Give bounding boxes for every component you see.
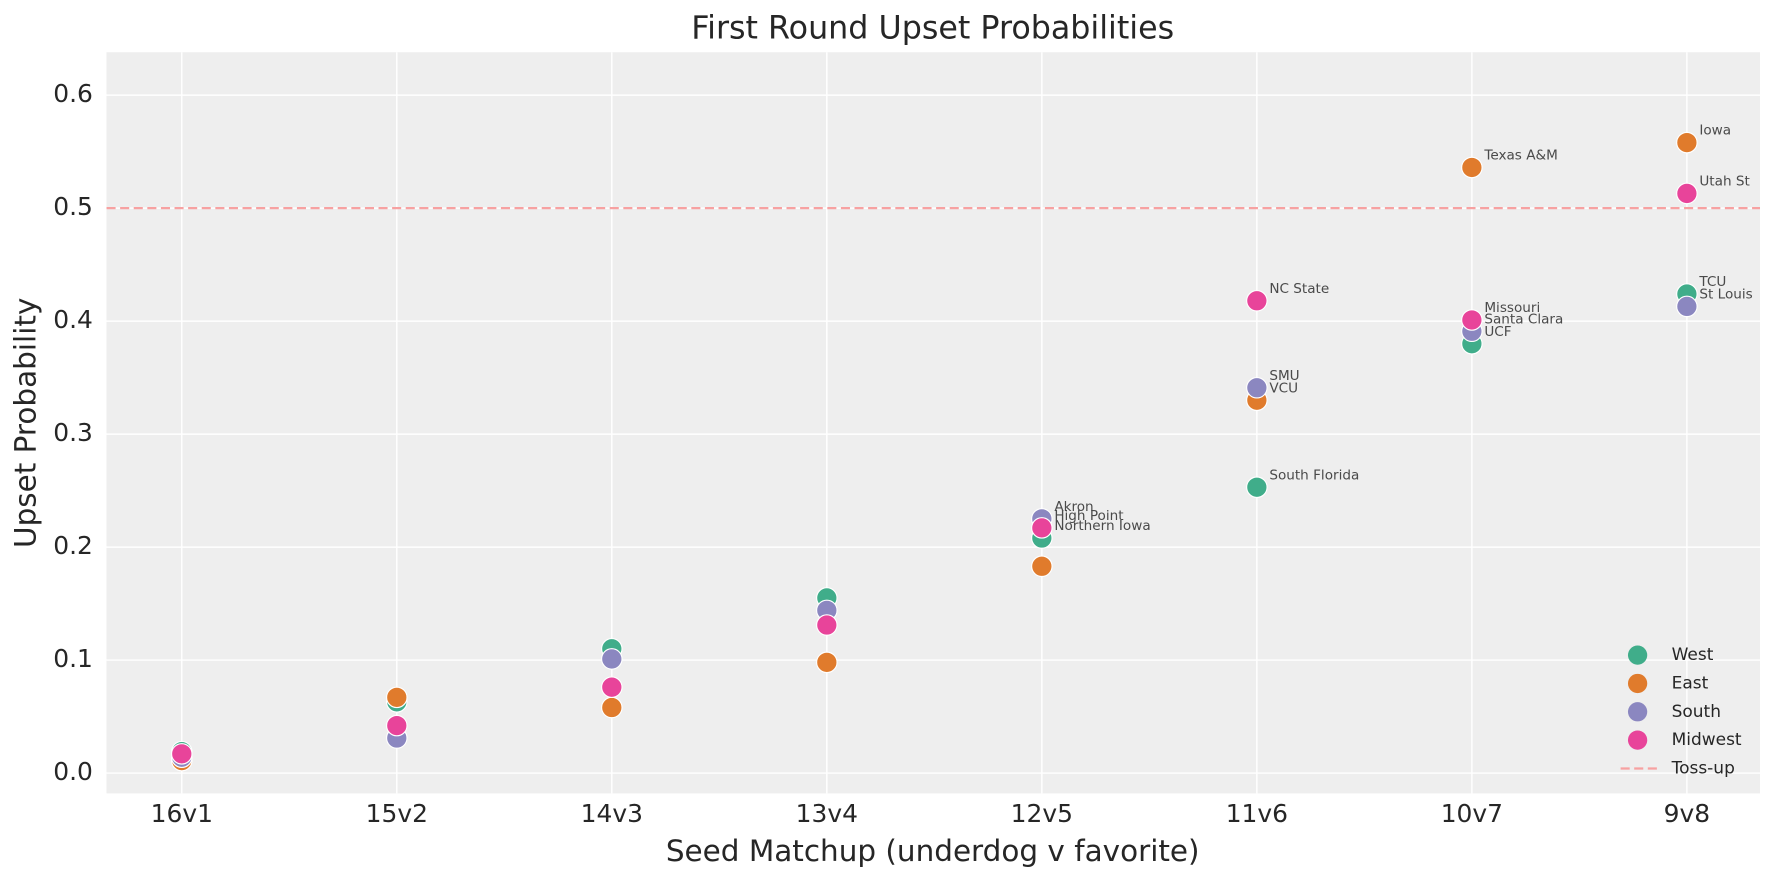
- legend-label: East: [1672, 673, 1709, 693]
- point-label: St Louis: [1699, 286, 1752, 302]
- point: [601, 676, 623, 698]
- point: [1246, 377, 1268, 399]
- point: [1676, 131, 1698, 154]
- chart-title: First Round Upset Probabilities: [691, 11, 1174, 47]
- legend-label: Toss-up: [1671, 758, 1735, 778]
- y-axis-label: Upset Probability: [9, 298, 43, 548]
- point-label: Iowa: [1699, 123, 1731, 139]
- legend-label: Midwest: [1672, 730, 1742, 750]
- x-tick-label: 11v6: [1226, 799, 1288, 828]
- point: [386, 714, 408, 737]
- point: [601, 696, 623, 719]
- point-label: Akron: [1054, 499, 1093, 515]
- x-axis-label: Seed Matchup (underdog v favorite): [666, 834, 1200, 868]
- y-tick-label: 0.2: [53, 531, 93, 560]
- point-label: High Point: [1054, 508, 1123, 524]
- legend-label: West: [1672, 645, 1714, 665]
- point-label: VCU: [1269, 380, 1298, 396]
- legend-label: South: [1672, 702, 1721, 722]
- legend-marker: [1627, 730, 1648, 750]
- point-label: Texas A&M: [1483, 148, 1557, 164]
- point-label: SMU: [1269, 368, 1299, 384]
- legend-marker: [1627, 702, 1648, 722]
- x-tick-label: 14v3: [581, 799, 643, 828]
- plot-area: [106, 52, 1761, 794]
- point: [1676, 295, 1698, 318]
- y-tick-label: 0.6: [53, 79, 93, 108]
- point-label: Utah St: [1699, 174, 1749, 190]
- y-tick-label: 0.0: [53, 757, 93, 786]
- point: [1461, 156, 1483, 179]
- legend-marker: [1627, 645, 1648, 665]
- x-tick-label: 15v2: [366, 799, 428, 828]
- point: [1246, 290, 1268, 312]
- y-tick-label: 0.5: [53, 192, 93, 221]
- point-label: South Florida: [1269, 467, 1359, 483]
- point: [1031, 555, 1053, 578]
- x-tick-label: 13v4: [796, 799, 858, 828]
- point: [601, 648, 623, 670]
- x-tick-label: 10v7: [1441, 799, 1503, 828]
- point: [386, 686, 408, 709]
- point-label: TCU: [1698, 274, 1726, 290]
- point: [1031, 517, 1053, 539]
- point-label: Santa Clara: [1484, 311, 1563, 327]
- point: [816, 614, 838, 636]
- point: [1246, 476, 1268, 498]
- y-tick-label: 0.1: [53, 644, 93, 673]
- point: [1676, 182, 1698, 205]
- y-tick-label: 0.4: [53, 305, 93, 334]
- point-label: UCF: [1484, 324, 1511, 340]
- point-label: NC State: [1269, 281, 1329, 297]
- x-tick-label: 9v8: [1664, 799, 1710, 828]
- point-label: Northern Iowa: [1054, 518, 1150, 534]
- x-tick-label: 12v5: [1011, 799, 1073, 828]
- y-tick-label: 0.3: [53, 418, 93, 447]
- legend-marker: [1627, 673, 1648, 694]
- point: [171, 743, 193, 765]
- point: [1461, 309, 1483, 331]
- point-label: Missouri: [1484, 300, 1540, 316]
- point: [816, 651, 838, 674]
- plot-layer: Northern Iowa South Florida UCF TCU VCU Texas…: [106, 52, 1761, 794]
- x-tick-label: 16v1: [151, 799, 213, 828]
